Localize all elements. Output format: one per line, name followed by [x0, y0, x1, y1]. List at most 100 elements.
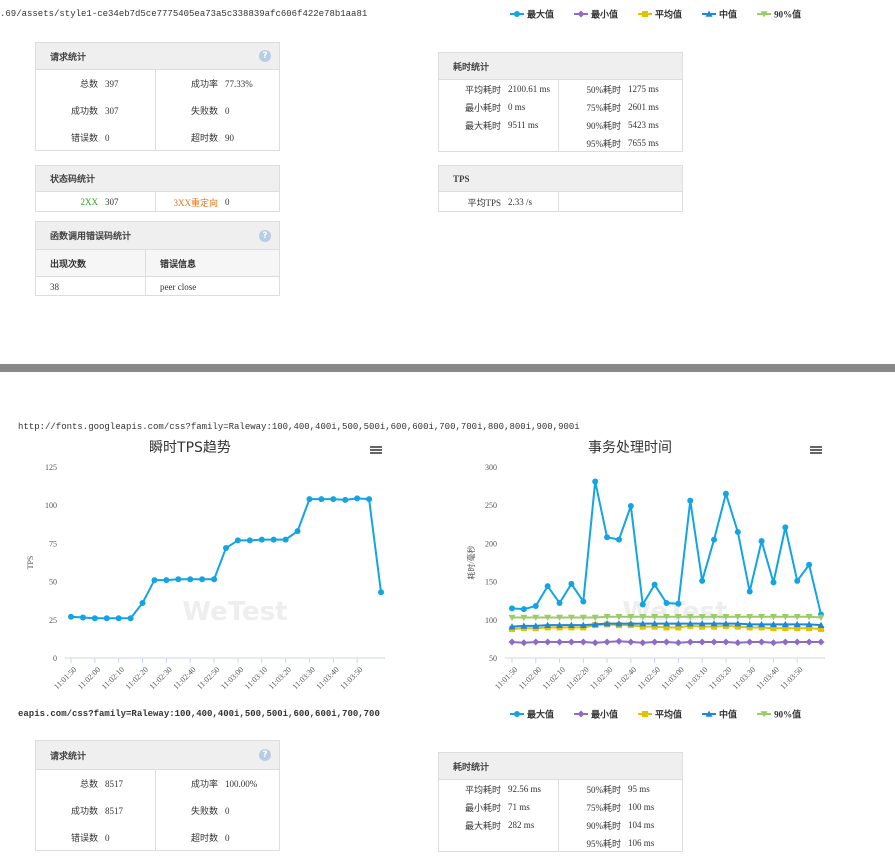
legend-marker [760, 711, 768, 718]
y-tick-label: 100 [45, 501, 57, 510]
data-point [781, 613, 789, 621]
stat-value: 0 [225, 805, 230, 816]
data-point [686, 620, 694, 627]
stat-label: 成功数 [70, 806, 98, 816]
stat-label: 90%耗时 [586, 820, 622, 831]
table-cell: peer close [160, 281, 197, 292]
table-row: 38 peer close [36, 276, 279, 296]
data-point [103, 615, 110, 622]
data-point [663, 638, 670, 646]
y-axis-label: 耗时/毫秒 [466, 545, 476, 579]
data-point [615, 637, 623, 645]
menu-icon[interactable] [810, 452, 822, 454]
y-tick-label: 50 [49, 578, 57, 587]
panel-column: 3XX重定向 0 [156, 192, 279, 212]
stat-value: 0 [105, 132, 110, 143]
y-tick-label: 300 [485, 463, 497, 472]
y-tick-label: 125 [45, 463, 57, 472]
menu-icon[interactable] [370, 446, 382, 448]
stat-row: 成功率 100.00% [156, 770, 279, 797]
data-point [710, 620, 718, 627]
panel-column: 50%耗时 95 ms 75%耗时 100 ms 90%耗时 104 ms 95%耗时 106… [559, 780, 682, 852]
data-point [675, 600, 682, 607]
menu-icon[interactable] [810, 446, 822, 448]
stat-row: 50%耗时 95 ms [559, 780, 682, 798]
data-point [520, 622, 528, 629]
stat-value: 95 ms [628, 784, 650, 794]
legend-marker [642, 11, 649, 17]
stat-label: 平均耗时 [464, 84, 501, 95]
x-tick-label: 11:02:40 [612, 665, 638, 691]
panel-header: 状态码统计 [36, 166, 279, 192]
stat-row: 总数 397 [36, 70, 155, 97]
data-point [603, 620, 611, 627]
y-tick-label: 200 [485, 539, 497, 548]
stat-value: 2.33 /s [508, 197, 533, 207]
data-point [674, 613, 682, 621]
data-point [615, 613, 623, 621]
data-point [734, 613, 742, 621]
legend-label: 90%值 [774, 709, 801, 720]
data-point [199, 576, 206, 583]
panel-title: 函数调用错误码统计 [50, 231, 132, 241]
data-point [532, 603, 539, 610]
data-point [366, 496, 373, 503]
data-point [734, 528, 741, 535]
data-point [746, 638, 754, 646]
data-point [698, 620, 706, 627]
x-tick-label: 11:03:30 [731, 665, 757, 691]
data-point [805, 620, 813, 628]
stat-label: 错误数 [70, 133, 98, 143]
stat-value: 8517 [105, 778, 123, 789]
panel-column: 总数 8517 成功数 8517 错误数 0 [36, 770, 156, 851]
data-point [508, 623, 516, 630]
stat-value: 0 [225, 105, 230, 116]
data-point [544, 621, 552, 628]
data-point [330, 496, 337, 503]
panel-title: TPS [453, 173, 470, 184]
panel-body: 平均耗时 2100.61 ms 最小耗时 0 ms 最大耗时 9511 ms 50%耗时 12… [439, 80, 682, 152]
menu-icon[interactable] [810, 449, 822, 451]
stat-row: 总数 8517 [36, 770, 155, 797]
chart-title: 事务处理时间 [588, 440, 672, 456]
stat-label: 失败数 [190, 106, 218, 116]
menu-icon[interactable] [370, 449, 382, 451]
table-cell: 38 [36, 277, 146, 296]
x-tick-label: 11:01:50 [493, 665, 519, 691]
separator [0, 364, 895, 372]
stat-label: 总数 [79, 79, 98, 89]
x-tick-label: 11:03:30 [291, 665, 317, 691]
data-point [342, 496, 349, 503]
stat-row: 90%耗时 5423 ms [559, 116, 682, 134]
data-point [782, 524, 789, 531]
stat-label: 90%耗时 [586, 120, 622, 131]
header-cell: 错误信息 [160, 258, 197, 269]
panel-column: 总数 397 成功数 307 错误数 0 [36, 70, 156, 151]
data-point [675, 624, 682, 631]
stat-row: 成功数 307 [36, 97, 155, 124]
menu-icon[interactable] [370, 452, 382, 454]
panel-title: 状态码统计 [50, 174, 96, 184]
stat-row: 75%耗时 2601 ms [559, 98, 682, 116]
data-point [556, 621, 564, 628]
data-point [592, 478, 599, 485]
stat-label: 超时数 [190, 133, 218, 143]
data-point [294, 528, 301, 535]
data-point [651, 638, 659, 646]
stats-panel: 请求统计? 总数 397 成功数 307 错误数 0 成功率 77.33% 失败数 0 超时数 90 [35, 42, 280, 151]
y-tick-label: 250 [485, 501, 497, 510]
data-point [127, 615, 134, 622]
data-point [508, 638, 516, 646]
panel-column: 成功率 100.00% 失败数 0 超时数 0 [156, 770, 279, 851]
stat-row: 最小耗时 71 ms [439, 798, 558, 816]
chart-title: 瞬时TPS趋势 [149, 440, 231, 456]
data-point [769, 639, 777, 647]
data-point [568, 580, 575, 587]
stats-panel: 请求统计? 总数 8517 成功数 8517 错误数 0 成功率 100.00% 失败数 0 超时数 0 [35, 740, 280, 851]
data-point [591, 614, 599, 622]
stat-value: 8517 [105, 805, 123, 816]
data-point [651, 581, 658, 588]
data-point [770, 625, 777, 632]
url-text: http://fonts.googleapis.com/css?family=R… [18, 422, 580, 432]
data-point [639, 623, 646, 630]
